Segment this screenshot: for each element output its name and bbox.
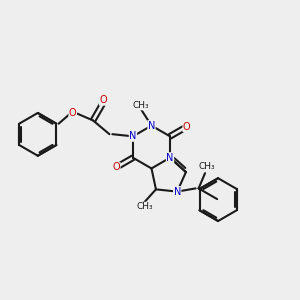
Text: CH₃: CH₃ bbox=[137, 202, 154, 211]
Text: N: N bbox=[173, 187, 181, 196]
Text: O: O bbox=[183, 122, 190, 132]
Text: N: N bbox=[129, 131, 137, 141]
Text: CH₃: CH₃ bbox=[133, 101, 149, 110]
Text: N: N bbox=[148, 121, 155, 130]
Text: O: O bbox=[99, 95, 107, 105]
Text: O: O bbox=[112, 162, 120, 172]
Text: N: N bbox=[166, 153, 174, 163]
Text: O: O bbox=[69, 108, 76, 118]
Text: CH₃: CH₃ bbox=[198, 162, 215, 171]
